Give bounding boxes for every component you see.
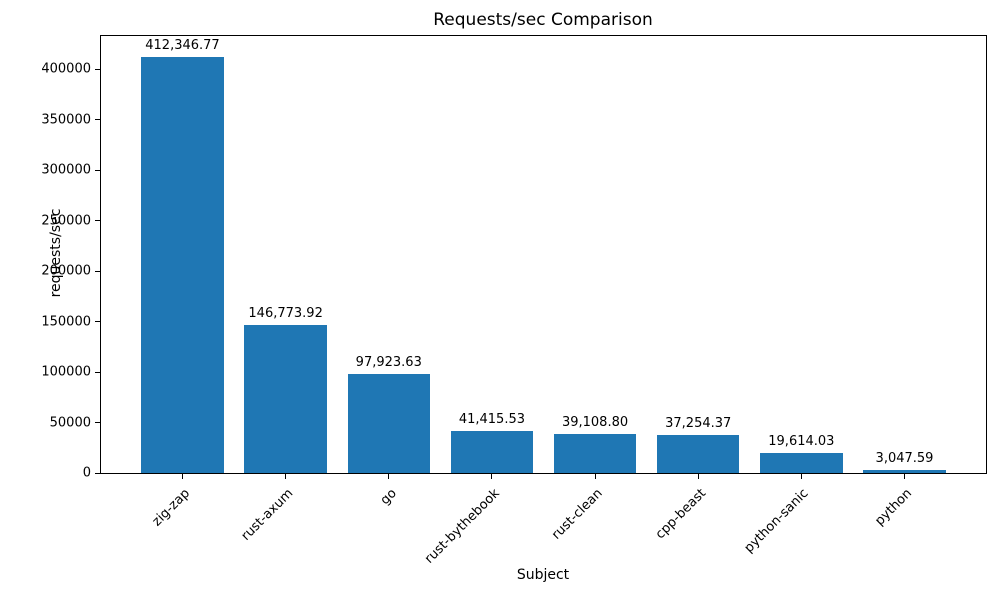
bar <box>347 374 431 473</box>
bar-value-label: 19,614.03 <box>768 434 835 450</box>
bar-value-label: 412,346.77 <box>145 37 220 53</box>
y-tick-label: 400000 <box>41 61 91 77</box>
bar-value-label: 146,773.92 <box>248 305 323 321</box>
plot-area: 0 50000 100000 150000 200000 250000 300000 3500… <box>41 35 987 567</box>
chart-title: Requests/sec Comparison <box>433 10 653 30</box>
bar-value-label: 97,923.63 <box>355 355 422 371</box>
x-tick-mark <box>594 474 596 479</box>
bar <box>760 453 843 473</box>
y-tick-mark <box>95 371 100 373</box>
bar <box>244 324 327 473</box>
x-tick-label: rust-clean <box>549 486 606 543</box>
x-axis-label: Subject <box>516 567 570 583</box>
x-tick-mark <box>800 474 802 479</box>
x-tick-mark <box>285 474 287 479</box>
y-tick-label: 100000 <box>41 364 91 380</box>
y-tick-mark <box>95 472 100 474</box>
y-tick-label: 300000 <box>41 162 91 178</box>
bar-value-label: 3,047.59 <box>875 450 934 466</box>
x-tick-mark <box>181 474 183 479</box>
bar-value-label: 39,108.80 <box>561 414 629 430</box>
x-tick-mark <box>697 474 699 479</box>
y-tick-label: 350000 <box>41 112 91 128</box>
y-tick-label: 200000 <box>41 263 91 279</box>
y-tick-mark <box>95 68 100 70</box>
x-tick-label: cpp-beast <box>652 486 709 543</box>
x-tick-mark <box>904 474 905 479</box>
bar <box>863 469 946 473</box>
x-tick-label: python-sanic <box>742 486 812 556</box>
x-tick-mark <box>388 474 390 479</box>
y-tick-mark <box>95 169 100 171</box>
bar <box>656 435 740 473</box>
x-tick-mark <box>491 474 493 479</box>
x-tick-label: python <box>872 486 916 529</box>
y-tick-label: 50000 <box>49 415 91 431</box>
x-tick-label: zig-zap <box>149 486 194 530</box>
y-tick-mark <box>95 220 100 222</box>
bar <box>141 56 224 473</box>
y-tick-label: 0 <box>82 465 91 481</box>
y-tick-mark <box>95 422 100 424</box>
bar <box>553 433 637 473</box>
x-tick-label: go <box>377 486 400 509</box>
bar <box>450 431 534 473</box>
x-tick-label: rust-bythebook <box>421 486 503 567</box>
bar-value-label: 37,254.37 <box>665 416 732 432</box>
x-tick-label: rust-axum <box>238 486 297 544</box>
y-tick-mark <box>95 321 100 323</box>
y-tick-label: 150000 <box>41 314 91 330</box>
y-tick-mark <box>95 270 100 272</box>
bar-value-label: 41,415.53 <box>458 412 525 428</box>
y-tick-label: 250000 <box>41 213 91 229</box>
y-tick-mark <box>95 119 100 121</box>
